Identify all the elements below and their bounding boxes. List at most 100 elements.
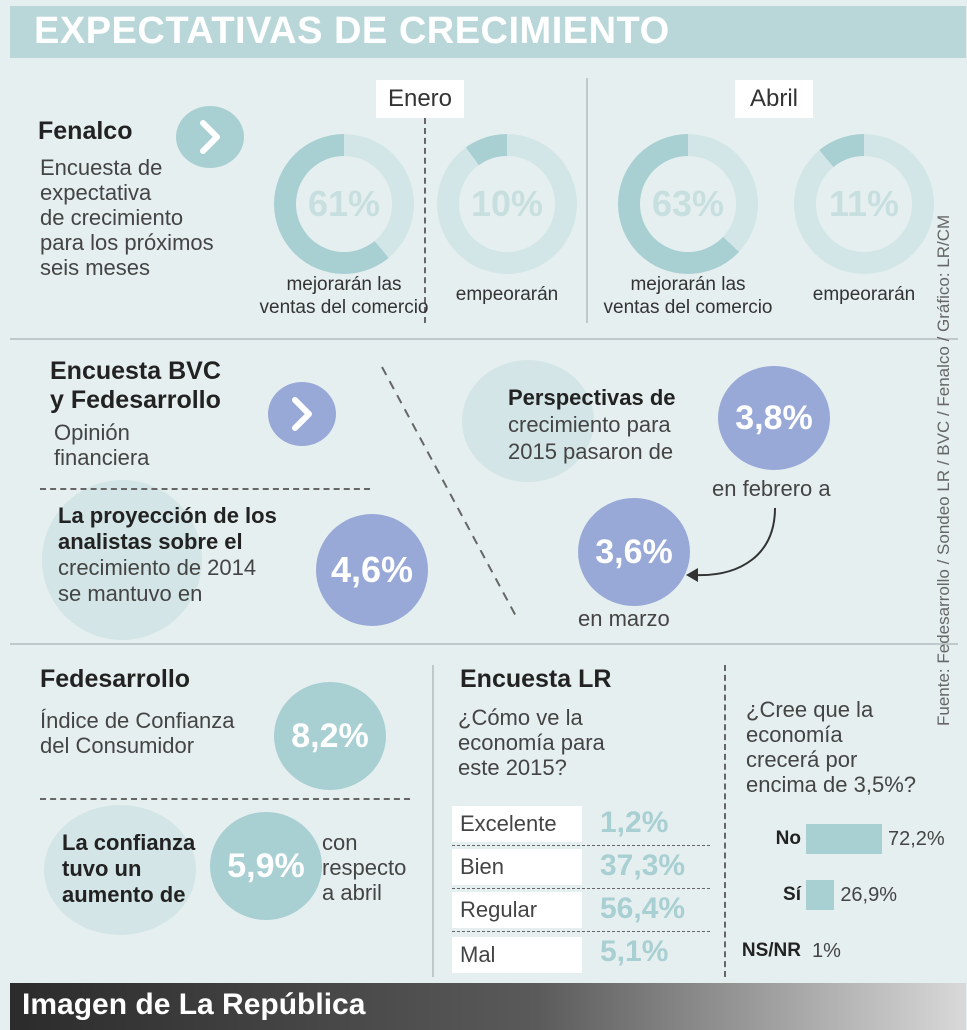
title-bar [10, 6, 966, 58]
footer-bar [10, 983, 966, 1030]
index-description: Índice de Confianza del Consumidor [40, 708, 234, 758]
text-line: crecerá por [746, 747, 858, 772]
decor-circle [462, 360, 594, 482]
text-line: economía [746, 722, 843, 747]
month-label-abril: Abril [735, 80, 813, 118]
text-line: 2015 pasaron de [508, 439, 674, 464]
donut-value: 10% [470, 183, 544, 224]
bvc-heading: Encuesta BVC y Fedesarrollo [50, 357, 221, 415]
section-divider [10, 338, 958, 340]
heading-line: y Fedesarrollo [50, 386, 221, 414]
bar-label: Sí [783, 884, 801, 905]
survey-row-value: 37,3% [600, 849, 686, 882]
survey-row-value: 5,1% [600, 935, 669, 968]
desc-line: para los próximos [40, 230, 214, 255]
growth-question: ¿Cree que la economía crecerá por encima… [746, 697, 916, 797]
text-line: La proyección de los [58, 503, 277, 528]
text-line: Índice de Confianza [40, 708, 235, 733]
donut-caption: mejorarán las ventas del comercio [598, 273, 778, 319]
caption-line: ventas del comercio [259, 297, 429, 318]
perspectives-text: Perspectivas de crecimiento para 2015 pa… [508, 385, 676, 465]
section-divider [10, 643, 958, 645]
dashed-divider [424, 118, 426, 323]
index-value-badge: 8,2% [274, 682, 386, 790]
footer-caption: Imagen de La República [22, 988, 366, 1021]
subtitle-line: financiera [54, 445, 150, 470]
bar [806, 824, 882, 854]
text-line: aumento de [62, 882, 186, 907]
dashed-separator [40, 798, 410, 800]
decor-circle [42, 480, 202, 640]
text-line: crecimiento para [508, 412, 671, 437]
increase-suffix: con respecto a abril [322, 830, 406, 905]
projection-value-badge: 4,6% [316, 514, 428, 626]
desc-line: Encuesta de [40, 155, 163, 180]
donut-caption: empeorarán [804, 283, 924, 306]
bar-label: No [775, 828, 801, 849]
survey-row-value: 1,2% [600, 806, 669, 839]
donut-value: 61% [307, 183, 381, 224]
feb-label: en febrero a [712, 476, 831, 501]
donut-center: 63% [640, 156, 736, 252]
row-separator [452, 888, 710, 889]
fedesarrollo-heading: Fedesarrollo [40, 665, 191, 693]
donut-value: 11% [828, 183, 900, 224]
text-line: ¿Cree que la [746, 697, 874, 722]
bvc-subtitle: Opinión financiera [54, 420, 149, 470]
text-line: se mantuvo en [58, 581, 203, 606]
text-line: Perspectivas de [508, 385, 676, 410]
month-divider [586, 78, 588, 323]
encuesta-lr-question: ¿Cómo ve la economía para este 2015? [458, 705, 605, 780]
donut-center: 11% [816, 156, 912, 252]
donut-caption: empeorarán [447, 283, 567, 306]
caption-line: mejorarán las [286, 274, 402, 295]
text-line: La confianza [62, 830, 196, 855]
desc-line: seis meses [40, 255, 151, 280]
bar-label: NS/NR [741, 940, 801, 961]
mar-label: en marzo [578, 606, 670, 631]
donut-value: 63% [651, 183, 725, 224]
dashed-separator [40, 488, 370, 490]
desc-line: de crecimiento [40, 205, 184, 230]
projection-text: La proyección de los analistas sobre el … [58, 503, 277, 607]
desc-line: expectativa [40, 180, 152, 205]
row-separator [452, 931, 710, 932]
survey-row-label: Excelente [452, 806, 582, 842]
column-divider [432, 665, 434, 977]
text-line: encima de 3,5%? [746, 772, 916, 797]
decor-circle [44, 805, 196, 935]
mar-value-badge: 3,6% [578, 498, 690, 606]
text-line: economía para [458, 730, 605, 755]
bar [806, 880, 835, 910]
text-line: analistas sobre el [58, 529, 243, 554]
donut-caption: mejorarán las ventas del comercio [254, 273, 434, 319]
text-line: tuvo un [62, 856, 142, 881]
dashed-divider [724, 665, 726, 977]
heading-line: Encuesta BVC [50, 357, 221, 385]
text-line: con [322, 830, 358, 855]
survey-row-label: Mal [452, 937, 582, 973]
bar-value: 72,2% [888, 828, 945, 850]
survey-row-label: Bien [452, 849, 582, 885]
subtitle-line: Opinión [54, 420, 130, 445]
text-line: respecto [322, 855, 407, 880]
increase-value-badge: 5,9% [210, 812, 322, 920]
text-line: este 2015? [458, 755, 567, 780]
bar-value: 1% [812, 940, 841, 962]
caption-line: ventas del comercio [603, 297, 773, 318]
month-label-enero: Enero [376, 80, 464, 118]
survey-row-value: 56,4% [600, 892, 686, 925]
diagonal-dashed-line [381, 366, 519, 621]
fenalco-heading: Fenalco [38, 117, 133, 145]
caption-line: empeorarán [812, 284, 916, 305]
donut-center: 10% [459, 156, 555, 252]
survey-row-label: Regular [452, 892, 582, 928]
chevron-right-icon [268, 382, 336, 446]
fenalco-description: Encuesta de expectativa de crecimiento p… [40, 155, 270, 280]
row-separator [452, 845, 710, 846]
increase-text: La confianza tuvo un aumento de [62, 830, 195, 908]
text-line: a abril [322, 880, 382, 905]
source-credit: Fuente: Fedesarrollo / Sondeo LR / BVC /… [934, 215, 953, 726]
encuesta-lr-heading: Encuesta LR [460, 665, 612, 693]
source-text: Fuente: Fedesarrollo / Sondeo LR / BVC /… [934, 215, 953, 726]
